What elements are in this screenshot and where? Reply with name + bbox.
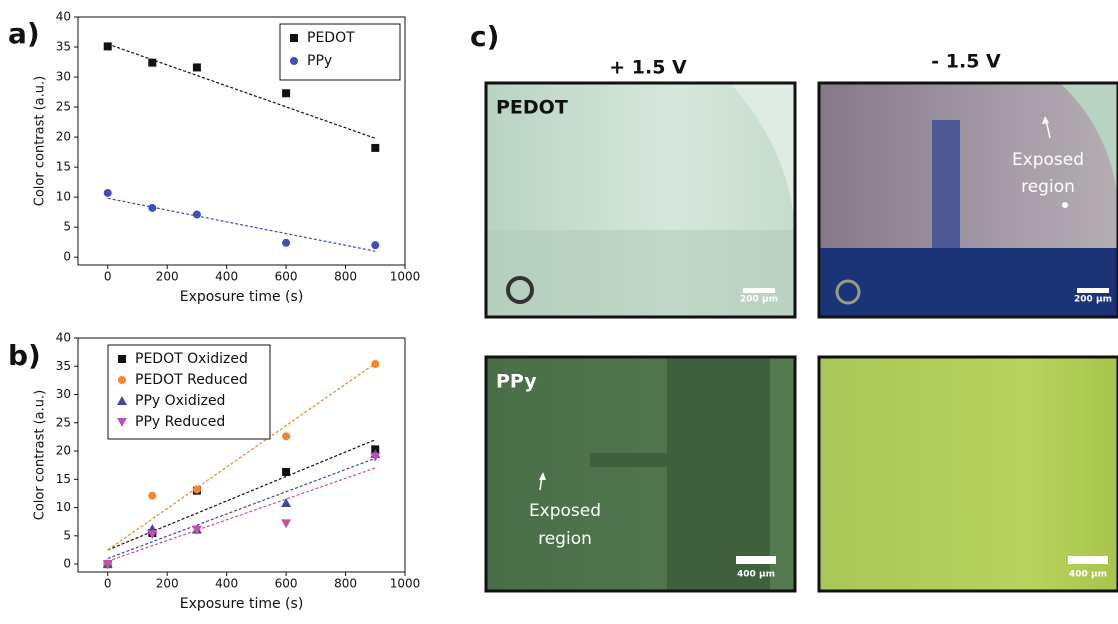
annotation: region: [1021, 177, 1075, 197]
plot-frame: [77, 337, 406, 573]
plot-frame: [77, 16, 406, 266]
x-tick-label: 0: [104, 270, 112, 284]
x-tick-label: 1000: [390, 577, 421, 591]
y-tick-label: 40: [56, 10, 71, 24]
x-tick-label: 800: [334, 270, 357, 284]
legend-label: PEDOT Reduced: [135, 372, 248, 388]
y-tick-label: 5: [63, 528, 71, 542]
marker: [192, 63, 201, 72]
y-tick-label: 0: [63, 557, 71, 571]
row-label: PEDOT: [496, 97, 568, 119]
scale-bar-label: 200 µm: [740, 295, 778, 305]
x-tick-label: 400: [215, 577, 238, 591]
legend-label: PEDOT: [307, 30, 355, 46]
legend-marker: [117, 396, 127, 405]
legend-marker: [290, 34, 298, 42]
trend-line: [107, 197, 376, 252]
marker: [282, 467, 291, 476]
trend-line: [107, 439, 376, 551]
marker: [148, 203, 157, 212]
legend-box: [279, 23, 401, 81]
y-tick-label: 35: [56, 359, 71, 373]
legend-marker: [117, 418, 127, 427]
x-axis-label: Exposure time (s): [180, 289, 304, 305]
legend-label: PPy: [307, 53, 332, 69]
y-tick-label: 40: [56, 331, 71, 345]
trend-line: [107, 362, 376, 551]
y-axis-label: Color contrast (a.u.): [33, 76, 48, 206]
marker: [282, 432, 291, 441]
x-tick-label: 200: [156, 577, 179, 591]
annotation: region: [538, 529, 592, 549]
panel-label: b): [8, 339, 41, 372]
y-tick-label: 15: [56, 160, 71, 174]
x-tick-label: 800: [334, 577, 357, 591]
scale-bar-label: 200 µm: [1074, 295, 1112, 305]
marker: [102, 560, 113, 570]
micrograph-pedot-plus: [486, 83, 795, 317]
image-frames: [484, 81, 1118, 593]
panel-label: a): [8, 17, 40, 50]
legend-label: PEDOT Oxidized: [135, 351, 248, 367]
micrograph-pedot-minus: [819, 83, 1118, 317]
trend-line: [107, 467, 376, 562]
marker: [148, 491, 157, 500]
marker: [371, 143, 380, 152]
y-tick-label: 5: [63, 220, 71, 234]
marker: [370, 452, 381, 462]
x-axis-label: Exposure time (s): [180, 596, 304, 612]
y-tick-label: 10: [56, 500, 71, 514]
legend-marker: [290, 57, 298, 65]
marker: [147, 530, 158, 540]
marker: [371, 360, 380, 368]
x-tick-label: 1000: [390, 270, 421, 284]
marker: [282, 238, 291, 247]
y-tick-label: 20: [56, 444, 71, 458]
x-tick-label: 200: [156, 270, 179, 284]
scale-bars: [736, 288, 1109, 564]
x-tick-label: 400: [215, 270, 238, 284]
marker: [192, 485, 201, 494]
legend-label: PPy Oxidized: [135, 393, 225, 409]
marker: [103, 188, 112, 197]
scale-bar-label: 400 µm: [1069, 570, 1107, 580]
annotation: Exposed: [529, 501, 601, 521]
row-label: PPy: [496, 371, 537, 393]
legend-box: [107, 344, 271, 440]
y-tick-label: 25: [56, 415, 71, 429]
marker: [191, 525, 202, 535]
y-tick-label: 30: [56, 70, 71, 84]
panel-label: c): [470, 20, 499, 53]
y-axis-label: Color contrast (a.u.): [33, 390, 48, 520]
marker: [281, 519, 292, 529]
scale-bar-label: 400 µm: [737, 570, 775, 580]
legend-label: PPy Reduced: [135, 414, 225, 430]
y-tick-label: 35: [56, 40, 71, 54]
marker: [192, 210, 201, 219]
marker: [371, 241, 380, 250]
x-tick-label: 600: [275, 577, 298, 591]
y-tick-label: 15: [56, 472, 71, 486]
annotation: Exposed: [1012, 150, 1084, 170]
micrograph-ppy-plus: [486, 357, 795, 591]
x-tick-label: 600: [275, 270, 298, 284]
column-header: - 1.5 V: [931, 51, 1001, 73]
y-tick-label: 25: [56, 100, 71, 114]
marker: [148, 58, 157, 67]
marker: [282, 89, 291, 98]
legend-marker: [118, 355, 126, 363]
marker: [103, 42, 112, 51]
trend-line: [107, 457, 376, 559]
column-header: + 1.5 V: [609, 57, 687, 79]
y-tick-label: 10: [56, 190, 71, 204]
y-tick-label: 0: [63, 250, 71, 264]
y-tick-label: 20: [56, 130, 71, 144]
x-tick-label: 0: [104, 577, 112, 591]
marker: [281, 498, 292, 508]
y-tick-label: 30: [56, 387, 71, 401]
legend-marker: [118, 376, 126, 384]
micrograph-ppy-minus: [819, 357, 1118, 591]
